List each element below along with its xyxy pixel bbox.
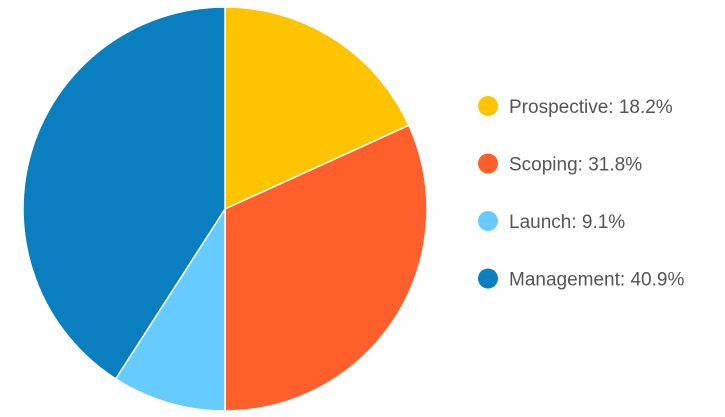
legend-item-scoping: Scoping: 31.8% (478, 153, 642, 176)
legend-label-scoping: Scoping: 31.8% (509, 155, 642, 176)
legend-label-prospective: Prospective: 18.2% (509, 97, 673, 118)
legend-swatch-prospective (478, 96, 498, 116)
pie-slice-management (22, 6, 226, 380)
legend: Prospective: 18.2% Scoping: 31.8% Launch: … (478, 96, 684, 291)
legend-item-prospective: Prospective: 18.2% (478, 96, 673, 118)
pie-slice-prospective (224, 6, 410, 211)
legend-item-launch: Launch: 9.1% (478, 211, 625, 233)
pie-slice-scoping (224, 124, 428, 412)
legend-label-launch: Launch: 9.1% (509, 212, 625, 233)
legend-label-management: Management: 40.9% (509, 270, 684, 291)
legend-item-management: Management: 40.9% (478, 268, 684, 291)
pie-slice-launch (114, 206, 226, 412)
legend-swatch-scoping (478, 153, 498, 174)
pie-slices (22, 6, 428, 412)
legend-swatch-management (478, 268, 498, 289)
legend-swatch-launch (478, 211, 498, 231)
